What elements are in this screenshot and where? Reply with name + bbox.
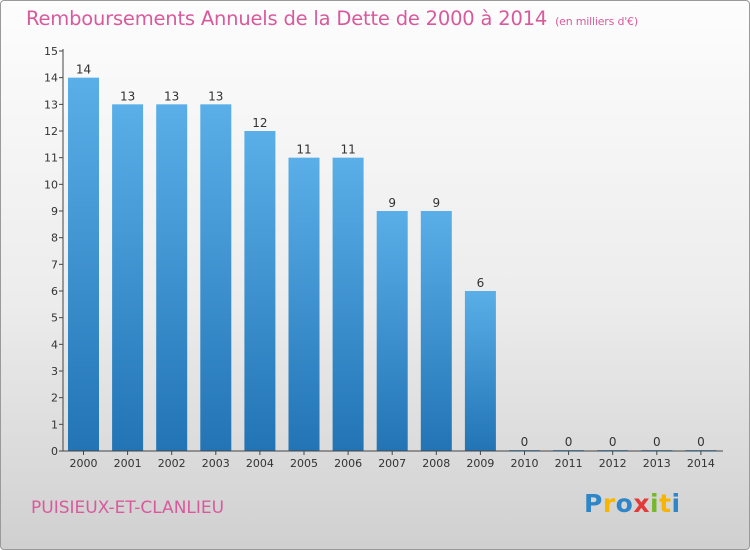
bar	[376, 211, 408, 451]
logo-letter: P	[584, 489, 603, 518]
x-tick-label: 2002	[158, 457, 186, 470]
bar	[288, 157, 320, 451]
chart-title: Remboursements Annuels de la Dette de 20…	[26, 7, 638, 30]
x-tick-label: 2000	[70, 457, 98, 470]
data-label: 0	[565, 435, 573, 449]
data-label: 14	[76, 63, 91, 77]
y-tick-label: 7	[51, 258, 58, 271]
x-tick-label: 2012	[599, 457, 627, 470]
bar	[464, 291, 496, 451]
bar	[156, 104, 188, 451]
bar	[244, 131, 276, 451]
data-label: 9	[388, 196, 396, 210]
logo-letter: o	[615, 489, 634, 518]
place-name: PUISIEUX-ET-CLANLIEU	[31, 498, 225, 518]
logo-letter: i	[650, 489, 660, 518]
data-label: 0	[609, 435, 617, 449]
y-tick-label: 5	[51, 312, 58, 325]
y-tick-label: 14	[44, 72, 58, 85]
proxiti-logo: Proxiti	[584, 489, 681, 518]
y-tick-label: 9	[51, 205, 58, 218]
y-tick-label: 3	[51, 365, 58, 378]
chart-title-text: Remboursements Annuels de la Dette de 20…	[26, 7, 548, 30]
x-tick-label: 2005	[290, 457, 318, 470]
data-label: 13	[164, 89, 179, 103]
y-tick-label: 8	[51, 232, 58, 245]
data-label: 6	[477, 276, 485, 290]
bar	[332, 157, 364, 451]
data-label: 11	[340, 143, 355, 157]
data-label: 11	[296, 143, 311, 157]
y-tick-label: 10	[44, 178, 58, 191]
y-tick-label: 15	[44, 45, 58, 58]
x-tick-label: 2004	[246, 457, 274, 470]
logo-letter: i	[671, 489, 681, 518]
chart-subtitle: (en milliers d'€)	[555, 15, 638, 28]
y-tick-label: 11	[44, 152, 58, 165]
y-tick-label: 4	[51, 338, 58, 351]
x-tick-label: 2014	[687, 457, 715, 470]
bar	[68, 77, 99, 452]
y-tick-label: 13	[44, 98, 58, 111]
data-label: 9	[432, 196, 440, 210]
data-label: 0	[697, 435, 705, 449]
data-label: 0	[653, 435, 661, 449]
logo-letter: t	[659, 489, 672, 518]
x-axis: 2000 2001 2002 2003 2004 2005 2006 2007 2008 2009…	[63, 450, 723, 470]
data-label: 13	[120, 89, 135, 103]
x-tick-label: 2008	[422, 457, 450, 470]
bar	[112, 104, 144, 451]
y-tick-label: 0	[51, 445, 58, 458]
data-label: 13	[208, 89, 223, 103]
x-tick-label: 2009	[466, 457, 494, 470]
y-tick-label: 1	[51, 418, 58, 431]
data-label: 12	[252, 116, 267, 130]
x-tick-label: 2007	[378, 457, 406, 470]
x-tick-label: 2010	[511, 457, 539, 470]
y-tick-label: 6	[51, 285, 58, 298]
x-tick-label: 2013	[643, 457, 671, 470]
y-tick-label: 12	[44, 125, 58, 138]
data-label: 0	[521, 435, 529, 449]
bars: 14 13 13 13 12 11 11 9 9 6 0 0 0 0 0	[68, 63, 717, 452]
bar	[200, 104, 232, 451]
x-tick-label: 2001	[114, 457, 142, 470]
x-tick-label: 2003	[202, 457, 230, 470]
bar	[420, 211, 452, 451]
y-tick-label: 2	[51, 392, 58, 405]
x-tick-label: 2006	[334, 457, 362, 470]
logo-letter: r	[602, 489, 616, 518]
x-tick-label: 2011	[555, 457, 583, 470]
logo-letter: x	[633, 489, 650, 518]
